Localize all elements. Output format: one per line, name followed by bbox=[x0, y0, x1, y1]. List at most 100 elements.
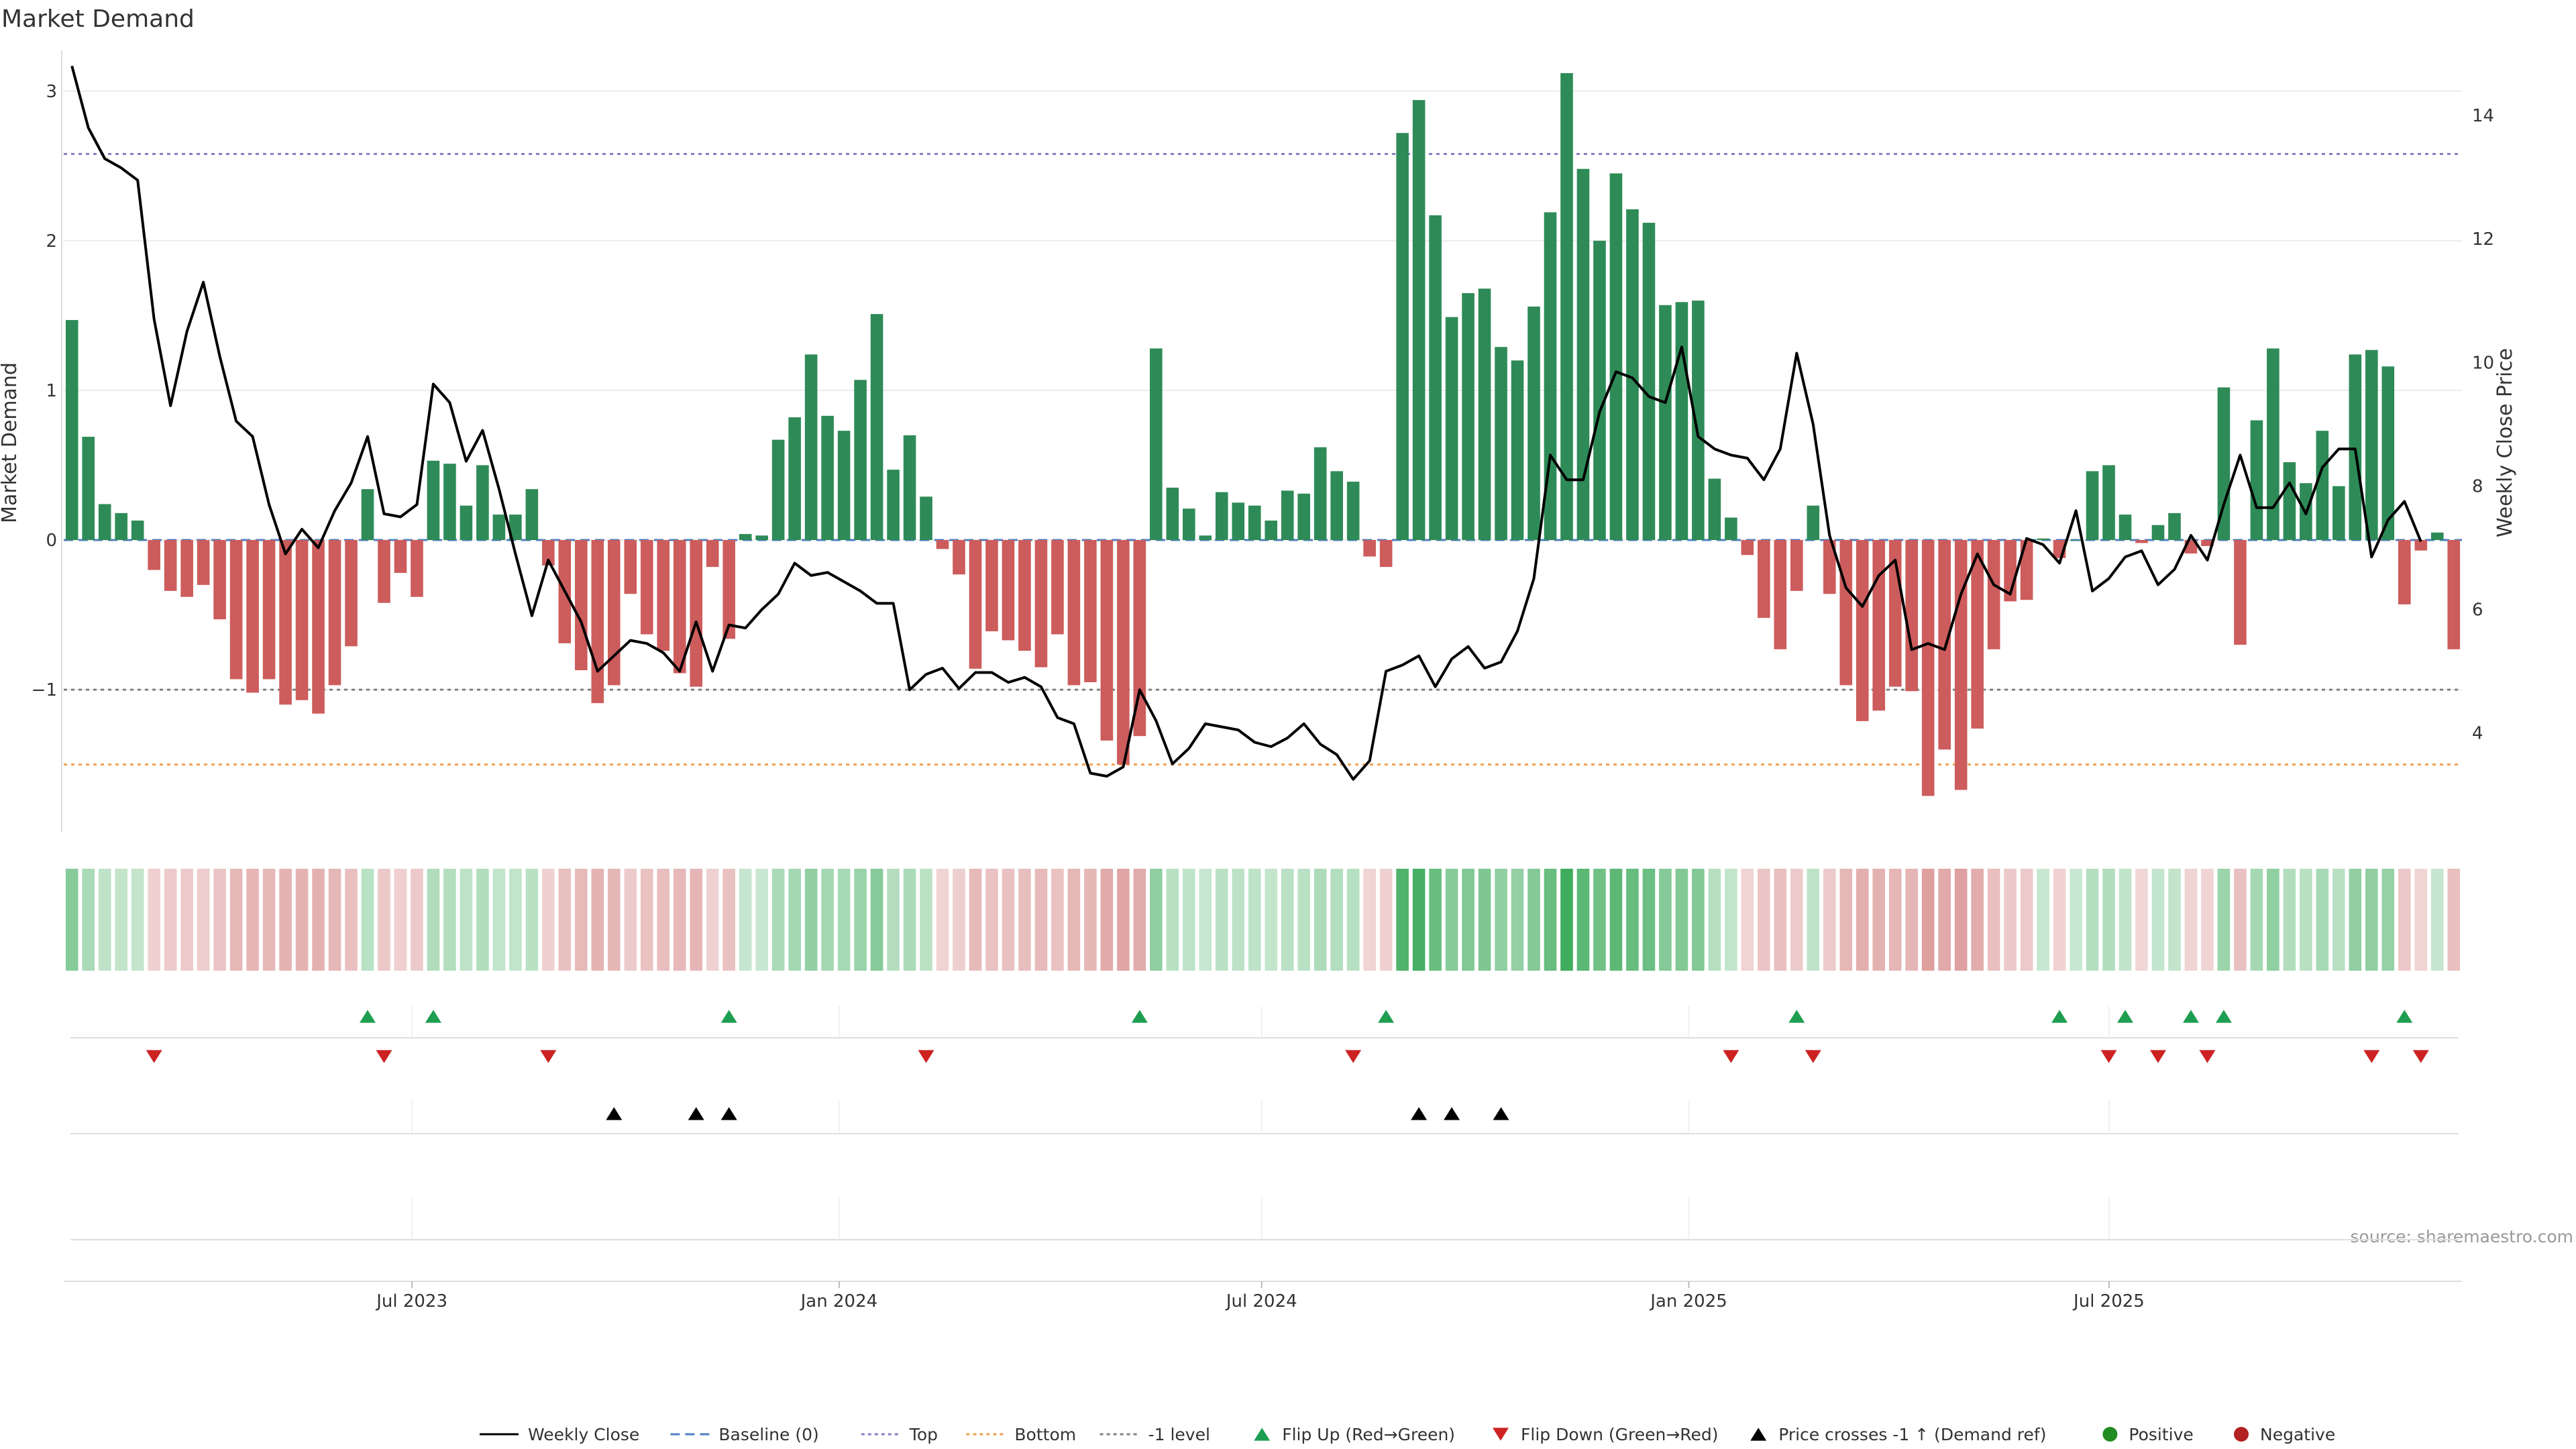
flip-up-marker bbox=[425, 1010, 441, 1023]
negative-bar bbox=[2414, 540, 2428, 551]
negative-bar bbox=[246, 540, 259, 693]
positive-bar bbox=[1609, 173, 1623, 540]
positive-heat-cell bbox=[2118, 869, 2132, 971]
positive-bar bbox=[460, 505, 473, 540]
positive-heat-cell bbox=[98, 869, 111, 971]
positive-bar bbox=[739, 534, 752, 540]
negative-bar bbox=[164, 540, 177, 591]
positive-bar bbox=[2250, 420, 2263, 540]
x-tick-label: Jul 2023 bbox=[375, 1291, 447, 1311]
negative-heat-cell bbox=[690, 869, 703, 971]
positive-bar bbox=[2168, 513, 2181, 540]
negative-heat-cell bbox=[722, 869, 735, 971]
negative-bar bbox=[1938, 540, 1951, 750]
flip-up-marker bbox=[720, 1010, 737, 1023]
positive-heat-cell bbox=[821, 869, 834, 971]
flip-down-marker bbox=[918, 1050, 934, 1063]
negative-bar bbox=[1363, 540, 1376, 557]
positive-bar bbox=[2381, 366, 2395, 540]
positive-heat-cell bbox=[1692, 869, 1705, 971]
positive-bar bbox=[2332, 486, 2345, 540]
positive-heat-cell bbox=[903, 869, 916, 971]
negative-heat-cell bbox=[640, 869, 653, 971]
positive-bar bbox=[755, 535, 768, 540]
legend: Weekly Close Baseline (0) Top Bottom -1 leve… bbox=[480, 1425, 2335, 1444]
negative-heat-cell bbox=[1856, 869, 1869, 971]
positive-bar bbox=[1330, 471, 1343, 540]
positive-bar bbox=[476, 465, 489, 540]
negative-bar bbox=[690, 540, 703, 687]
positive-bar bbox=[1265, 521, 1278, 540]
negative-heat-cell bbox=[1741, 869, 1754, 971]
positive-heat-cell bbox=[1199, 869, 1212, 971]
positive-bar bbox=[1297, 493, 1311, 540]
negative-bar bbox=[148, 540, 160, 570]
positive-bar bbox=[1560, 73, 1573, 540]
positive-bar bbox=[1462, 292, 1474, 540]
positive-bar bbox=[1478, 288, 1491, 540]
negative-heat-cell bbox=[1379, 869, 1393, 971]
positive-heat-cell bbox=[1725, 869, 1737, 971]
positive-heat-cell bbox=[82, 869, 95, 971]
negative-bar bbox=[722, 540, 735, 639]
negative-bar bbox=[1839, 540, 1853, 686]
negative-bar bbox=[624, 540, 637, 594]
negative-bar bbox=[1034, 540, 1048, 667]
flip-up-marker bbox=[2051, 1010, 2068, 1023]
negative-heat-cell bbox=[2184, 869, 2198, 971]
negative-heat-cell bbox=[2414, 869, 2428, 971]
positive-heat-cell bbox=[2365, 869, 2378, 971]
positive-heat-cell bbox=[2151, 869, 2165, 971]
positive-bar bbox=[804, 354, 818, 540]
negative-bar bbox=[591, 540, 604, 704]
positive-heat-cell bbox=[1232, 869, 1245, 971]
price-cross-marker bbox=[720, 1107, 737, 1120]
flip-down-marker bbox=[2100, 1050, 2117, 1063]
legend-label-0: Weekly Close bbox=[528, 1425, 639, 1444]
positive-bar bbox=[2316, 431, 2329, 540]
negative-bar bbox=[953, 540, 965, 575]
negative-heat-cell bbox=[1839, 869, 1853, 971]
legend-label-4: -1 level bbox=[1148, 1425, 1210, 1444]
negative-bar bbox=[2234, 540, 2247, 645]
positive-bar bbox=[509, 515, 522, 540]
negative-bar bbox=[1790, 540, 1803, 591]
positive-bar bbox=[1675, 302, 1688, 540]
negative-heat-cell bbox=[1133, 869, 1146, 971]
positive-heat-cell bbox=[1495, 869, 1507, 971]
positive-bar bbox=[837, 431, 851, 540]
negative-heat-cell bbox=[2447, 869, 2461, 971]
x-axis: Jul 2023 Jan 2024 Jul 2024 Jan 2025 Jul 2025 bbox=[64, 1281, 2462, 1311]
negative-heat-cell bbox=[262, 869, 276, 971]
x-tick-label: Jul 2025 bbox=[2072, 1291, 2145, 1311]
y2-tick-label: 6 bbox=[2472, 600, 2483, 621]
legend-swatch-8 bbox=[2102, 1427, 2118, 1442]
positive-bar bbox=[1215, 492, 1228, 540]
flip-down-marker bbox=[376, 1050, 392, 1063]
positive-heat-cell bbox=[460, 869, 473, 971]
flip-down-marker bbox=[2199, 1050, 2216, 1063]
negative-heat-cell bbox=[607, 869, 621, 971]
negative-heat-cell bbox=[295, 869, 309, 971]
positive-heat-cell bbox=[443, 869, 456, 971]
positive-bar bbox=[1166, 487, 1179, 540]
negative-heat-cell bbox=[246, 869, 259, 971]
negative-heat-cell bbox=[1790, 869, 1803, 971]
positive-bar bbox=[2151, 525, 2165, 540]
positive-heat-cell bbox=[1396, 869, 1409, 971]
negative-heat-cell bbox=[558, 869, 572, 971]
positive-bar bbox=[2102, 465, 2115, 540]
positive-bar bbox=[920, 496, 932, 540]
negative-heat-cell bbox=[2135, 869, 2148, 971]
positive-bar bbox=[1511, 360, 1524, 540]
positive-heat-cell bbox=[1807, 869, 1820, 971]
positive-heat-cell bbox=[804, 869, 818, 971]
positive-heat-cell bbox=[920, 869, 932, 971]
positive-heat-cell bbox=[2168, 869, 2181, 971]
negative-heat-cell bbox=[1921, 869, 1935, 971]
positive-heat-cell bbox=[2086, 869, 2099, 971]
positive-heat-cell bbox=[1412, 869, 1426, 971]
negative-bar bbox=[1872, 540, 1886, 711]
negative-bar bbox=[213, 540, 226, 620]
